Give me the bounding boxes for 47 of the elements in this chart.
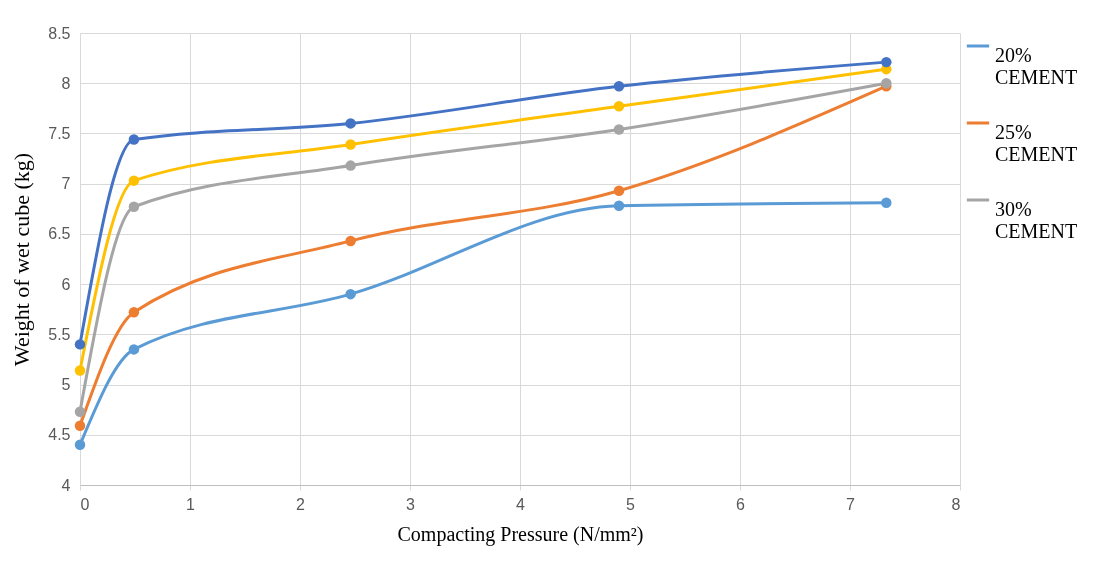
x-tick-label: 4	[516, 495, 526, 513]
y-tick-label: 8.5	[48, 24, 71, 42]
x-tick-label: 0	[80, 495, 90, 513]
point	[345, 118, 356, 129]
point	[74, 365, 86, 376]
y-tick-label: 7.5	[48, 124, 71, 142]
y-tick-label: 6.5	[48, 225, 71, 243]
y-tick-label: 5.5	[48, 325, 71, 343]
x-tick-label: 8	[951, 495, 961, 513]
x-axis-title: Compacting Pressure (N/mm²)	[397, 522, 644, 546]
point	[128, 175, 140, 186]
y-tick-label: 7	[61, 175, 71, 193]
point	[74, 406, 86, 417]
point	[613, 101, 625, 112]
point	[345, 160, 356, 171]
point	[128, 134, 140, 145]
point	[74, 439, 86, 451]
x-tick-label: 1	[186, 495, 196, 513]
x-tick-label: 5	[626, 495, 636, 513]
point	[881, 197, 892, 208]
x-tick-label: 6	[736, 495, 746, 513]
point	[613, 200, 625, 211]
point	[345, 235, 356, 247]
point	[613, 185, 625, 196]
y-tick-label: 4.5	[48, 426, 71, 444]
point	[345, 139, 356, 150]
x-tick-label: 3	[406, 495, 416, 513]
point	[74, 420, 86, 431]
y-axis-title: Weight of wet cube (kg)	[9, 152, 35, 367]
point	[128, 307, 140, 318]
point	[128, 344, 140, 355]
legend-label: 20% CEMENT	[995, 44, 1078, 88]
legend-label: 25% CEMENT	[995, 121, 1078, 165]
y-tick-label: 8	[61, 74, 71, 92]
legend-label: 30% CEMENT	[995, 198, 1078, 242]
y-tick-label: 6	[61, 275, 71, 293]
point	[613, 81, 625, 92]
point	[74, 339, 86, 350]
point	[881, 77, 892, 89]
x-tick-label: 7	[846, 495, 856, 513]
y-tick-label: 4	[61, 476, 71, 494]
point	[613, 124, 625, 135]
point	[345, 288, 356, 300]
y-tick-label: 5	[61, 376, 71, 394]
x-tick-label: 2	[296, 495, 306, 513]
point	[881, 56, 892, 68]
point	[128, 201, 140, 212]
